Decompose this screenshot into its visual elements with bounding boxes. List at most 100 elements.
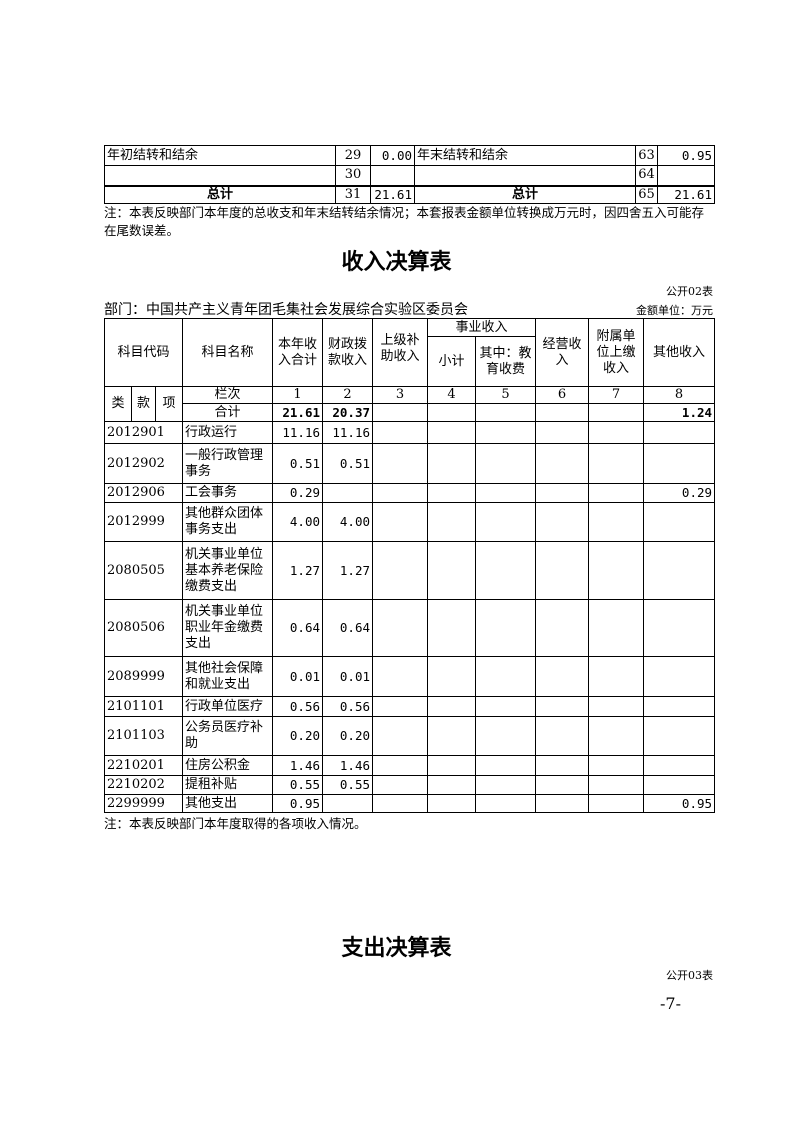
- col-label: 栏次: [182, 386, 274, 404]
- cell-c2: 0.01: [322, 656, 374, 697]
- cell-c8: [643, 541, 716, 600]
- summary-right-value: 0.95: [657, 145, 715, 166]
- cell-c1: 0.55: [272, 775, 324, 795]
- cell-code: 2080505: [103, 541, 184, 600]
- cell-c8: [643, 696, 716, 717]
- cell-name: 其他支出: [182, 794, 274, 813]
- cell-c8: [643, 443, 716, 484]
- summary-right-value: 21.61: [657, 184, 715, 204]
- cell-name: 住房公积金: [182, 755, 274, 776]
- summary-right-no: 65: [635, 184, 658, 204]
- summary-row: 年初结转和结余 29 0.00 年末结转和结余 63 0.95: [104, 145, 715, 166]
- header-c4: 小计: [427, 336, 477, 387]
- summary-left-no: 30: [335, 165, 371, 186]
- form-number: 公开02表: [666, 285, 713, 298]
- summary-note: 注：本表反映部门本年度的总收支和年末结转结余情况；本套报表金额单位转换成万元时，…: [104, 205, 705, 238]
- unit-label: 金额单位：万元: [636, 304, 713, 317]
- header-business: 事业收入: [427, 318, 537, 337]
- summary-row: 30 64: [104, 165, 715, 186]
- department: 部门：中国共产主义青年团毛集社会发展综合实验区委员会: [104, 302, 468, 318]
- cell-code: 2012902: [103, 443, 184, 484]
- col-num: 4: [427, 386, 477, 404]
- cell-code: 2012906: [103, 483, 184, 503]
- cell-c2: 11.16: [322, 421, 374, 444]
- header-c6: 经营收入: [535, 318, 590, 387]
- table-row: 2210202 提租补贴 0.55 0.55: [103, 775, 716, 795]
- cell-code: 2210201: [103, 755, 184, 776]
- total-c2: 20.37: [322, 403, 374, 422]
- table-row: 2210201 住房公积金 1.46 1.46: [103, 755, 716, 776]
- cell-name: 其他群众团体事务支出: [182, 502, 274, 542]
- cell-code: 2101103: [103, 716, 184, 756]
- table-row: 2089999 其他社会保障和就业支出 0.01 0.01: [103, 656, 716, 697]
- cell-c2: 4.00: [322, 502, 374, 542]
- cell-c1: 0.64: [272, 599, 324, 657]
- summary-left-no: 31: [335, 184, 371, 204]
- cell-code: 2012999: [103, 502, 184, 542]
- cell-code: 2101101: [103, 696, 184, 717]
- table-row: 2012999 其他群众团体事务支出 4.00 4.00: [103, 502, 716, 542]
- cell-c8: [643, 599, 716, 657]
- cell-c2: 0.20: [322, 716, 374, 756]
- cell-name: 其他社会保障和就业支出: [182, 656, 274, 697]
- cell-c8: [643, 755, 716, 776]
- cell-c2: [322, 794, 374, 813]
- header-lei: 类: [104, 386, 132, 422]
- cell-c8: [643, 716, 716, 756]
- cell-c1: 0.01: [272, 656, 324, 697]
- table-row: 2012901 行政运行 11.16 11.16: [103, 421, 716, 444]
- cell-c1: 0.95: [272, 794, 324, 813]
- col-num: 2: [322, 386, 374, 404]
- cell-c1: 4.00: [272, 502, 324, 542]
- expense-form-number: 公开03表: [666, 969, 713, 982]
- cell-c8: [643, 656, 716, 697]
- summary-right-label: [414, 165, 636, 186]
- cell-c1: 0.56: [272, 696, 324, 717]
- cell-name: 行政单位医疗: [182, 696, 274, 717]
- total-row: 合计 21.61 20.37 1.24: [105, 403, 716, 422]
- summary-right-no: 64: [635, 165, 658, 186]
- cell-name: 一般行政管理事务: [182, 443, 274, 484]
- header-name: 科目名称: [182, 318, 274, 387]
- table-row: 2012902 一般行政管理事务 0.51 0.51: [103, 443, 716, 484]
- income-table: 科目代码 科目名称 本年收入合计 财政拨款收入 上级补助收入 事业收入 经营收入…: [103, 318, 716, 813]
- cell-name: 提租补贴: [182, 775, 274, 795]
- summary-right-no: 63: [635, 145, 658, 166]
- header-c7: 附属单位上缴收入: [588, 318, 645, 387]
- cell-code: 2080506: [103, 599, 184, 657]
- summary-left-no: 29: [335, 145, 371, 166]
- cell-c1: 0.51: [272, 443, 324, 484]
- cell-code: 2210202: [103, 775, 184, 795]
- summary-left-value: 0.00: [370, 145, 415, 166]
- total-c1: 21.61: [272, 403, 324, 422]
- cell-code: 2299999: [103, 794, 184, 813]
- col-num: 7: [588, 386, 645, 404]
- col-num: 6: [535, 386, 590, 404]
- table-row: 2080505 机关事业单位基本养老保险缴费支出 1.27 1.27: [103, 541, 716, 600]
- summary-left-label: 总计: [104, 184, 336, 204]
- header-c5: 其中：教育收费: [475, 336, 537, 387]
- cell-c2: 1.46: [322, 755, 374, 776]
- header-c8: 其他收入: [643, 318, 716, 387]
- header-c3: 上级补助收入: [372, 318, 429, 387]
- table-row: 2299999 其他支出 0.95 0.95: [103, 794, 716, 813]
- cell-c8: 0.95: [643, 794, 716, 813]
- summary-right-label: 年末结转和结余: [414, 145, 636, 166]
- cell-c2: [322, 483, 374, 503]
- cell-c8: [643, 502, 716, 542]
- cell-c1: 0.20: [272, 716, 324, 756]
- summary-left-label: [104, 165, 336, 186]
- cell-code: 2012901: [103, 421, 184, 444]
- cell-c8: [643, 421, 716, 444]
- cell-name: 公务员医疗补助: [182, 716, 274, 756]
- cell-c8: 0.29: [643, 483, 716, 503]
- cell-c1: 11.16: [272, 421, 324, 444]
- header-c1: 本年收入合计: [272, 318, 324, 387]
- col-num: 8: [643, 386, 716, 404]
- expense-title: 支出决算表: [341, 936, 452, 961]
- col-num: 5: [475, 386, 537, 404]
- summary-row: 总计 31 21.61 总计 65 21.61: [104, 184, 715, 204]
- col-num: 1: [272, 386, 324, 404]
- total-c8: 1.24: [643, 403, 716, 422]
- header-kuan: 款: [131, 386, 156, 422]
